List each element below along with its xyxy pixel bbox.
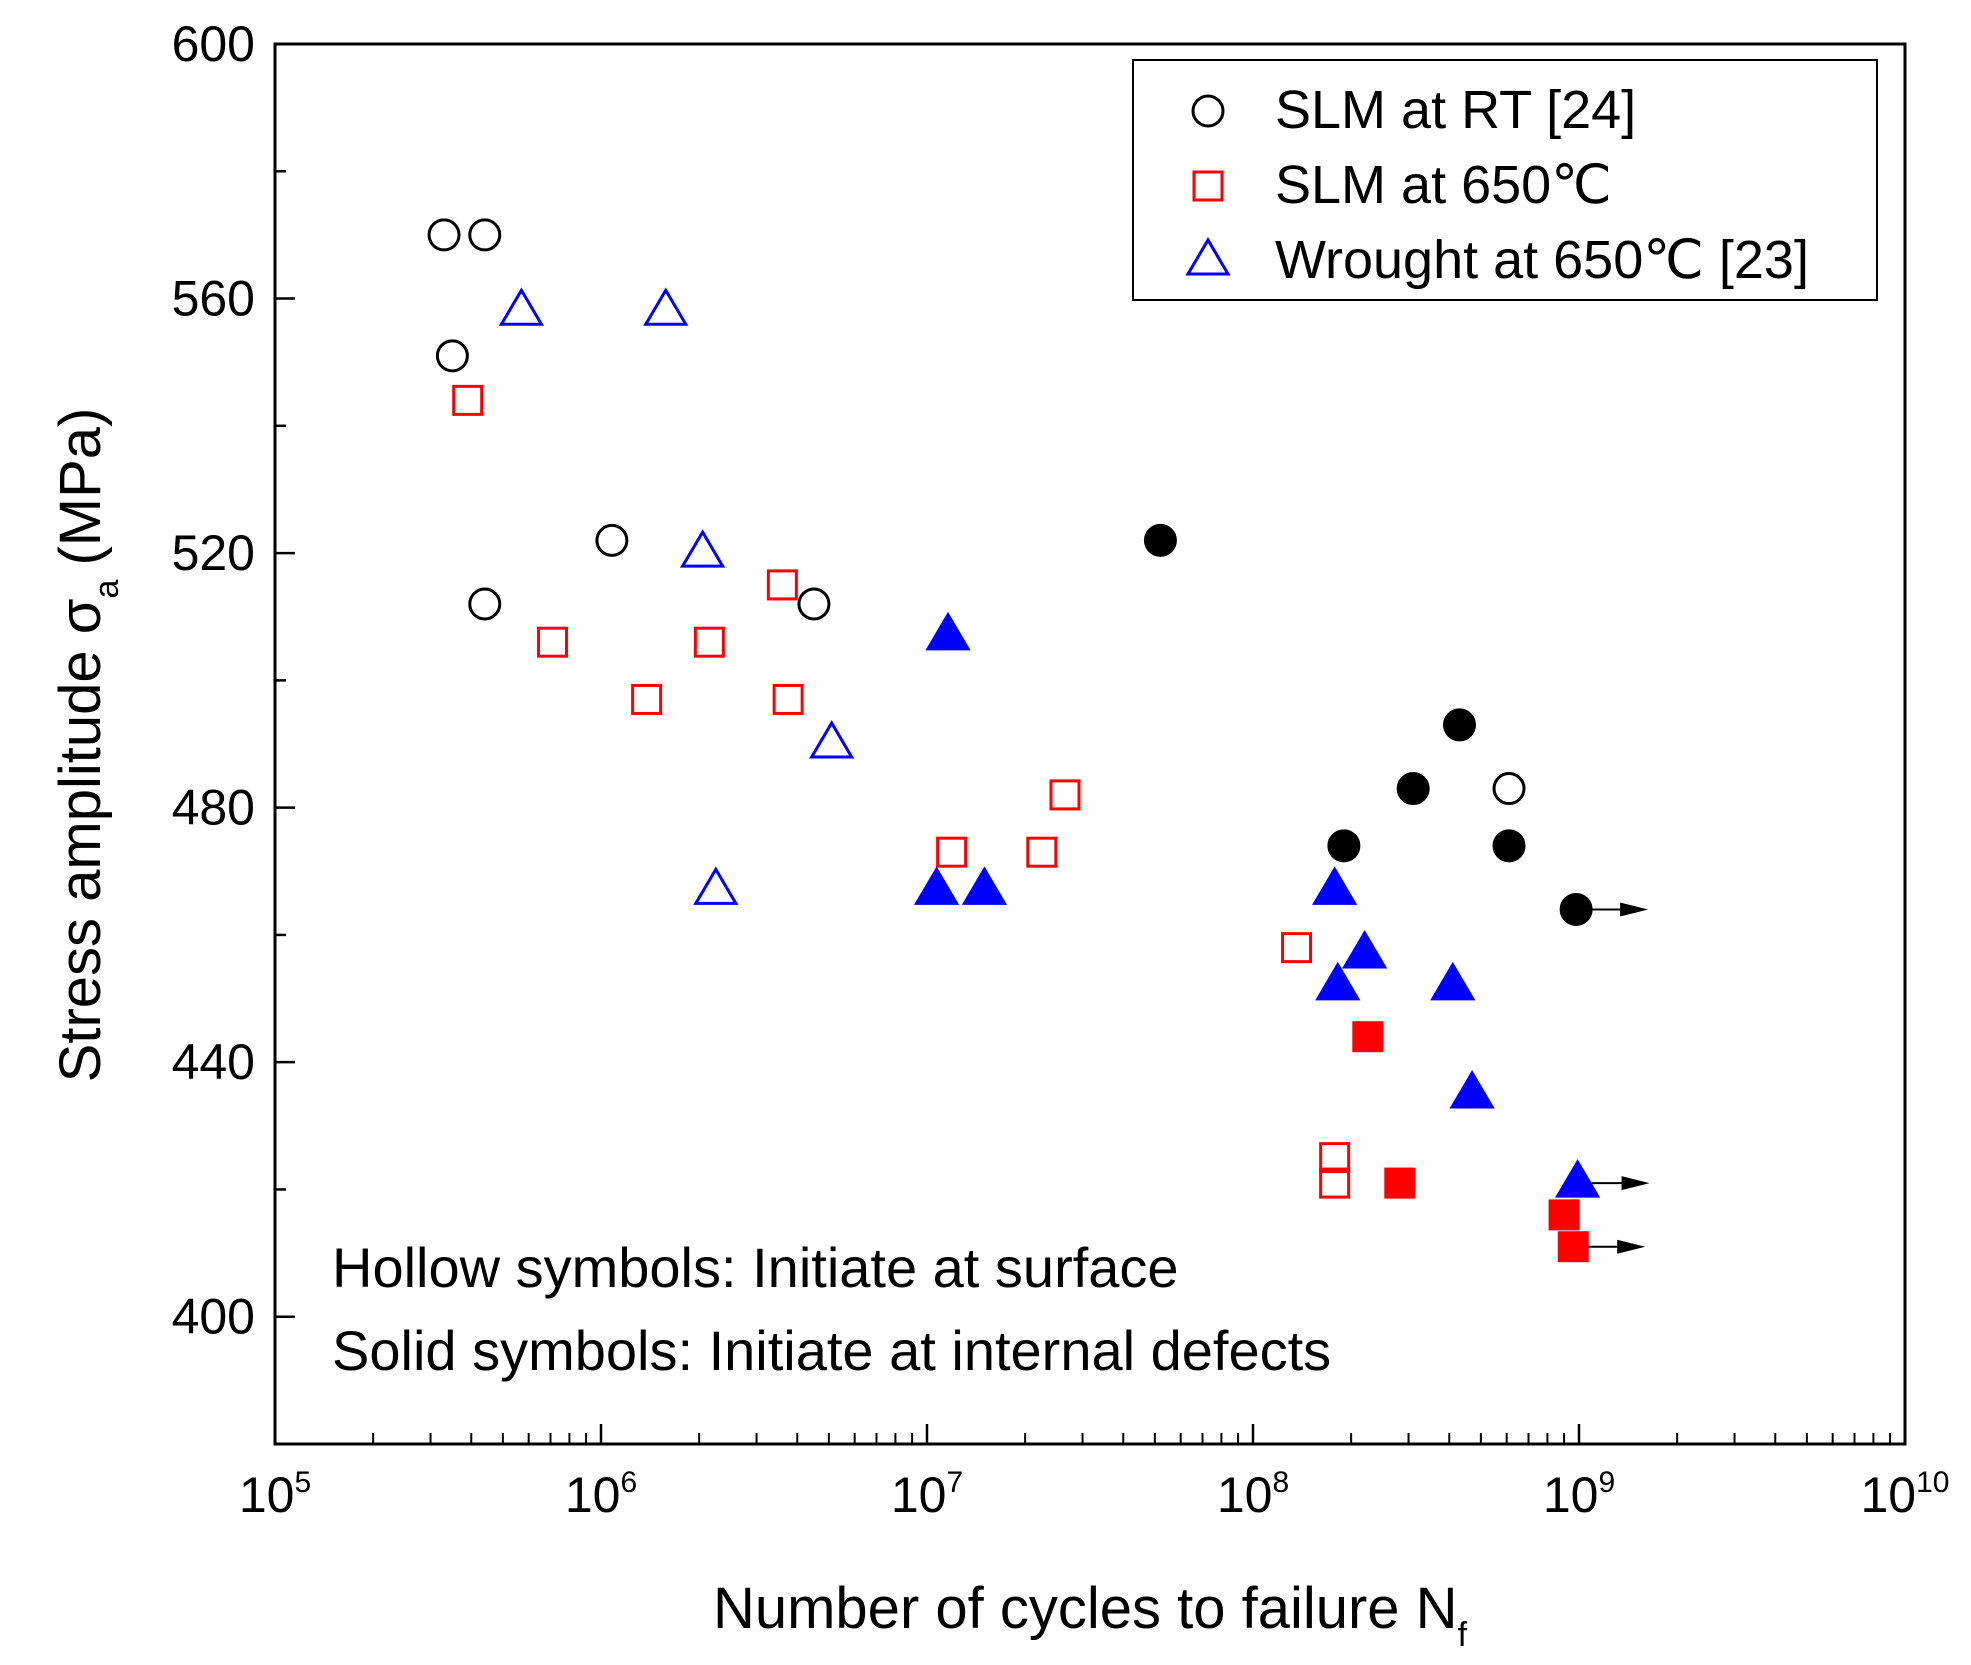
point-circle-solid bbox=[1443, 708, 1477, 742]
legend-label-slm-rt: SLM at RT [24] bbox=[1275, 80, 1636, 140]
y-tick-label: 480 bbox=[172, 780, 255, 836]
point-triangle-solid bbox=[913, 866, 960, 905]
annotation-hollow-symbols: Hollow symbols: Initiate at surface bbox=[332, 1236, 1179, 1299]
point-triangle-solid bbox=[1315, 961, 1361, 1001]
point-square-solid bbox=[1557, 1231, 1589, 1263]
y-tick-label: 560 bbox=[172, 271, 255, 327]
x-axis-title: Number of cycles to failure Nf bbox=[713, 1576, 1468, 1654]
legend-label-slm-650: SLM at 650℃ bbox=[1275, 155, 1612, 215]
x-tick-label: 108 bbox=[1217, 1466, 1289, 1523]
point-square-hollow bbox=[1319, 1167, 1351, 1199]
point-square-hollow bbox=[936, 836, 968, 868]
point-circle-hollow bbox=[435, 339, 469, 373]
point-circle-hollow bbox=[468, 587, 502, 621]
point-square-hollow bbox=[772, 683, 804, 715]
annotation-solid-symbols: Solid symbols: Initiate at internal defe… bbox=[332, 1319, 1331, 1382]
x-tick-label: 105 bbox=[239, 1466, 311, 1523]
point-square-hollow bbox=[452, 384, 484, 416]
point-triangle-hollow bbox=[643, 287, 689, 326]
runout-arrow-head bbox=[1620, 902, 1649, 917]
legend-label-wrought-650: Wrought at 650℃ [23] bbox=[1275, 230, 1809, 290]
point-circle-solid bbox=[1492, 829, 1526, 863]
point-circle-solid bbox=[1396, 772, 1430, 806]
y-axis-title: Stress amplitude σa(MPa) bbox=[48, 408, 126, 1083]
point-square-hollow bbox=[537, 626, 569, 658]
point-circle-solid bbox=[1559, 892, 1593, 926]
point-circle-hollow bbox=[595, 523, 629, 557]
plot-frame bbox=[273, 42, 1907, 1446]
y-tick-label: 400 bbox=[172, 1289, 255, 1345]
point-circle-hollow bbox=[1492, 772, 1526, 806]
point-triangle-solid bbox=[1554, 1159, 1601, 1198]
point-triangle-solid bbox=[1449, 1070, 1495, 1109]
y-tick-label: 440 bbox=[172, 1034, 255, 1090]
point-square-solid bbox=[1548, 1199, 1580, 1231]
point-triangle-hollow bbox=[498, 287, 545, 326]
point-square-hollow bbox=[1319, 1142, 1351, 1174]
legend-marker-square bbox=[1192, 170, 1224, 202]
point-circle-hollow bbox=[797, 587, 831, 621]
point-triangle-solid bbox=[961, 866, 1008, 905]
tick-labels: 400 440 480 520 560 600 105 106 107 108 109 1010 bbox=[172, 16, 1950, 1523]
point-triangle-solid bbox=[1430, 961, 1476, 1001]
data-points bbox=[427, 218, 1650, 1263]
x-tick-label: 106 bbox=[565, 1466, 637, 1523]
legend-markers bbox=[1185, 94, 1231, 276]
point-triangle-hollow bbox=[680, 529, 726, 568]
y-tick-label: 600 bbox=[172, 16, 255, 72]
point-triangle-solid bbox=[1312, 866, 1358, 905]
point-triangle-hollow bbox=[693, 866, 739, 905]
point-square-hollow bbox=[1281, 932, 1313, 964]
runout-arrow-head bbox=[1621, 1176, 1650, 1191]
legend: SLM at RT [24] SLM at 650℃ Wrought at 65… bbox=[1132, 59, 1878, 301]
runout-arrow-head bbox=[1617, 1239, 1646, 1254]
point-triangle-hollow bbox=[809, 720, 855, 759]
y-tick-label: 520 bbox=[172, 525, 255, 581]
point-circle-hollow bbox=[427, 218, 461, 252]
point-triangle-solid bbox=[1342, 930, 1388, 969]
point-square-hollow bbox=[1049, 779, 1081, 811]
point-circle-hollow bbox=[468, 218, 502, 252]
point-square-hollow bbox=[631, 683, 663, 715]
point-circle-solid bbox=[1327, 829, 1361, 863]
x-tick-label: 107 bbox=[891, 1466, 963, 1523]
point-square-hollow bbox=[1026, 836, 1058, 868]
x-tick-label: 109 bbox=[1543, 1466, 1615, 1523]
point-square-hollow bbox=[766, 569, 798, 601]
point-triangle-solid bbox=[925, 611, 971, 651]
point-circle-solid bbox=[1143, 523, 1177, 557]
legend-marker-triangle bbox=[1185, 237, 1231, 276]
point-square-solid bbox=[1352, 1021, 1384, 1053]
point-square-solid bbox=[1384, 1167, 1416, 1199]
x-tick-label: 1010 bbox=[1861, 1466, 1950, 1523]
point-square-hollow bbox=[693, 626, 725, 658]
legend-marker-circle bbox=[1191, 94, 1225, 128]
legend-box bbox=[1132, 59, 1878, 301]
